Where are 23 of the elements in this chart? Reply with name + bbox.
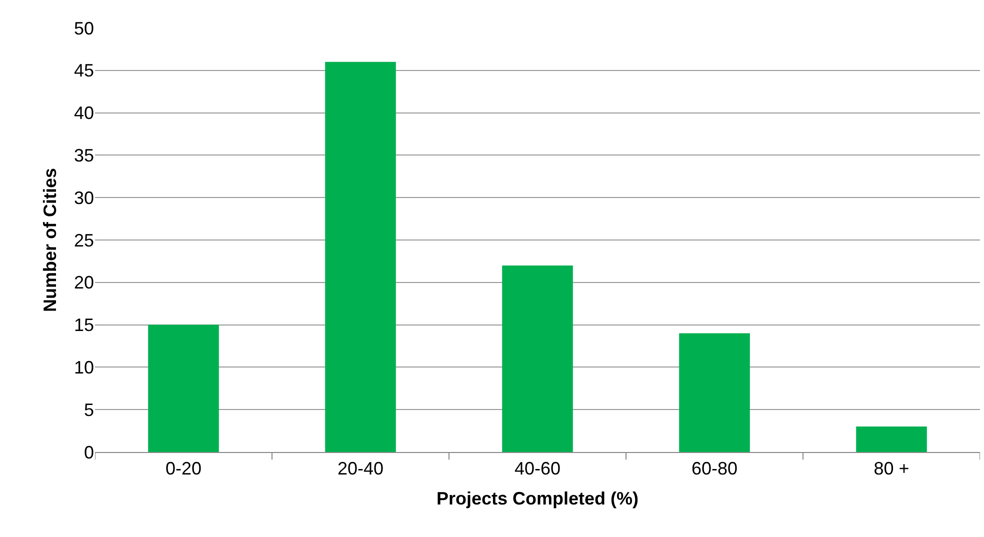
x-tick-label: 20-40 [337,458,384,479]
x-axis-title: Projects Completed (%) [436,488,639,509]
x-tick-label: 0-20 [165,458,202,479]
x-tick-label: 80 + [874,458,910,479]
y-tick-label: 5 [84,400,94,420]
bar [325,62,396,452]
x-tick-label: 60-80 [691,458,738,479]
bar [856,426,927,452]
y-tick-label: 20 [74,272,94,293]
y-axis-title: Number of Cities [40,168,60,312]
x-tick-label: 40-60 [514,458,561,479]
y-tick-label: 40 [74,103,94,124]
y-tick-label: 45 [74,60,94,81]
bar [679,333,750,452]
y-tick-label: 50 [74,18,94,38]
bar [502,265,573,452]
y-tick-label: 30 [74,188,94,208]
bar [148,324,219,452]
y-tick-label: 0 [84,442,94,462]
y-tick-label: 10 [74,358,94,378]
y-tick-label: 15 [74,315,94,336]
y-tick-label: 25 [74,230,94,250]
y-tick-label: 35 [74,146,94,166]
